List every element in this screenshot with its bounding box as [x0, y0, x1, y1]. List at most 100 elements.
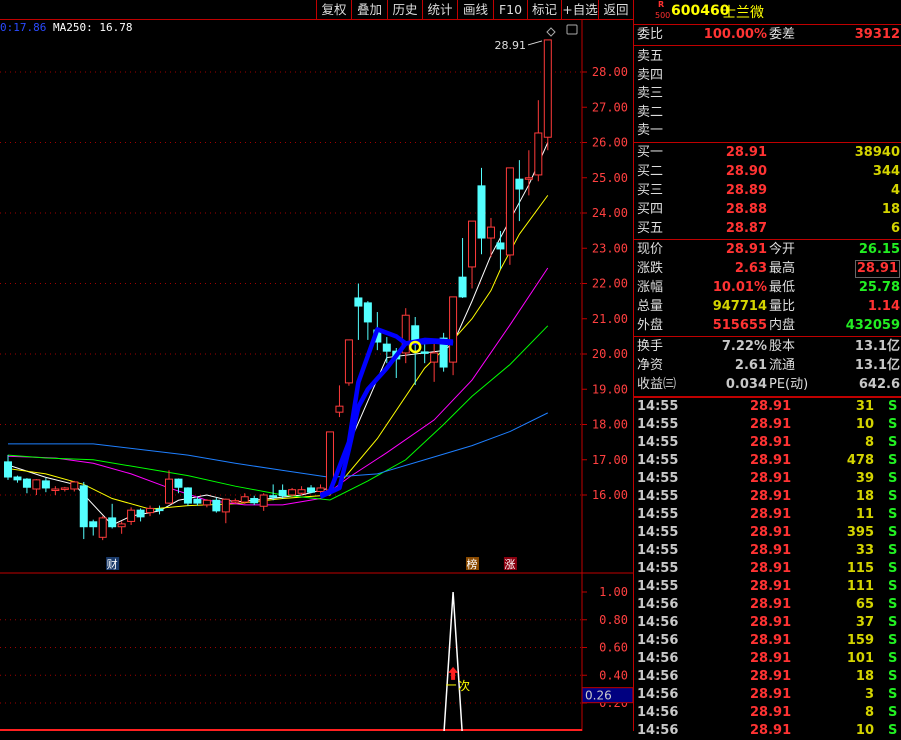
tick-price: 28.91 — [750, 489, 792, 504]
tick-row: 14:55 28.91 115 S — [634, 560, 901, 578]
toolbar-button-3[interactable]: 统计 — [422, 0, 457, 19]
label: 最高 — [769, 261, 796, 276]
toolbar-button-0[interactable]: 复权 — [316, 0, 351, 19]
candle-body — [32, 479, 41, 490]
tick-price: 28.91 — [750, 669, 792, 684]
tick-volume: 8 — [864, 435, 874, 450]
tick-row: 14:55 28.91 111 S — [634, 578, 901, 596]
lower-tick-label: 0.80 — [599, 613, 628, 627]
quote-row: 涨幅 10.01% 最低 25.78 — [634, 279, 901, 297]
tick-row: 14:56 28.91 3 S — [634, 686, 901, 704]
price-tick-label: 18.00 — [592, 418, 628, 432]
price-tick-label: 24.00 — [592, 206, 628, 220]
event-marker[interactable]: 榜 — [467, 557, 478, 571]
candle-body — [259, 494, 268, 507]
tick-volume: 395 — [846, 525, 874, 540]
bid-volume: 344 — [872, 164, 900, 179]
toolbar-button-1[interactable]: 叠加 — [351, 0, 387, 19]
bid-volume: 6 — [890, 221, 900, 236]
quote-panel: R 500 600460 士兰微 委比 100.00% 委差 39312 卖五 卖四 卖三 卖二… — [633, 0, 901, 738]
tick-row: 14:55 28.91 39 S — [634, 470, 901, 488]
signal-circle-icon — [408, 340, 422, 354]
tick-volume: 101 — [846, 651, 874, 666]
ask-label: 卖五 — [637, 49, 664, 64]
tick-price: 28.91 — [750, 615, 792, 630]
tick-price: 28.91 — [750, 543, 792, 558]
bid-row[interactable]: 买二 28.90 344 — [634, 163, 901, 181]
ma20-line — [7, 267, 549, 506]
bid-row[interactable]: 买三 28.89 4 — [634, 182, 901, 200]
candle — [117, 521, 126, 534]
candle-body — [22, 478, 31, 488]
tick-time: 14:55 — [637, 525, 679, 540]
bid-row[interactable]: 买四 28.88 18 — [634, 201, 901, 219]
kline-chart[interactable]: 28.00 27.00 26.00 25.00 24.00 23.00 22.00 21.00… — [0, 20, 633, 731]
price-tick-label: 26.00 — [592, 136, 628, 150]
label: 最低 — [769, 280, 796, 295]
panel-toggle-icon[interactable] — [566, 24, 578, 35]
fundamental-row: 收益㈢ 0.034 PE(动) 642.6 — [634, 376, 901, 394]
candle — [543, 39, 552, 151]
bid-price: 28.89 — [725, 183, 767, 198]
diamond-icon[interactable] — [546, 27, 556, 37]
tick-side: S — [888, 399, 898, 414]
event-marker[interactable]: 财 — [107, 557, 118, 571]
bid-label: 买二 — [637, 164, 664, 179]
toolbar-button-8[interactable]: 返回 — [598, 0, 633, 19]
tick-row: 14:55 28.91 33 S — [634, 542, 901, 560]
candle-body — [193, 498, 202, 504]
tick-volume: 478 — [846, 453, 874, 468]
bid-row[interactable]: 买一 28.91 38940 — [634, 144, 901, 162]
value: 13.1亿 — [854, 339, 900, 354]
candle-body — [515, 178, 524, 190]
candle-body — [354, 297, 363, 307]
toolbar-button-7[interactable]: +自选 — [561, 0, 598, 19]
tick-volume: 111 — [846, 579, 874, 594]
value: 0.034 — [725, 377, 767, 392]
value: 10.01% — [712, 280, 767, 295]
up-arrow-icon — [448, 666, 459, 680]
price-tick-label: 28.00 — [592, 65, 628, 79]
candle-body — [344, 339, 353, 384]
toolbar-button-2[interactable]: 历史 — [387, 0, 422, 19]
event-marker[interactable]: 涨 — [504, 558, 515, 571]
tick-side: S — [888, 561, 898, 576]
ma10-line — [7, 195, 549, 510]
bid-row[interactable]: 买五 28.87 6 — [634, 220, 901, 238]
candle — [496, 230, 505, 270]
tick-side: S — [888, 525, 898, 540]
price-tick-label: 16.00 — [592, 488, 628, 502]
price-tick-label: 23.00 — [592, 241, 628, 255]
price-tick-label: 17.00 — [592, 453, 628, 467]
candle-body — [420, 351, 429, 354]
ask-label: 卖二 — [637, 104, 664, 120]
toolbar-button-5[interactable]: F10 — [493, 0, 527, 19]
lower-tick-label: 0.40 — [599, 668, 628, 682]
tick-row: 14:56 28.91 10 S — [634, 722, 901, 740]
label: 涨幅 — [637, 280, 664, 295]
tick-volume: 18 — [855, 669, 874, 684]
value: 2.63 — [734, 261, 767, 276]
candle-body — [477, 185, 486, 239]
toolbar-button-6[interactable]: 标记 — [527, 0, 561, 19]
label: 换手 — [637, 339, 664, 354]
toolbar-button-4[interactable]: 画线 — [457, 0, 493, 19]
tick-volume: 65 — [855, 597, 874, 612]
candle-body — [174, 478, 183, 488]
stock-code: 600460 — [671, 3, 730, 19]
ask-row: 卖二 — [634, 104, 901, 122]
stock-name: 士兰微 — [722, 5, 764, 21]
label: 外盘 — [637, 318, 664, 333]
candle — [127, 507, 136, 525]
event-marker-bg — [466, 557, 480, 570]
candle-body — [4, 461, 12, 478]
candle — [505, 167, 514, 265]
candle — [41, 478, 50, 493]
bid-price: 28.90 — [725, 164, 767, 179]
tick-side: S — [888, 705, 898, 720]
tick-volume: 37 — [855, 615, 874, 630]
tick-volume: 115 — [846, 561, 874, 576]
tick-price: 28.91 — [750, 453, 792, 468]
label: PE(动) — [769, 377, 809, 392]
candle-body — [401, 314, 410, 354]
